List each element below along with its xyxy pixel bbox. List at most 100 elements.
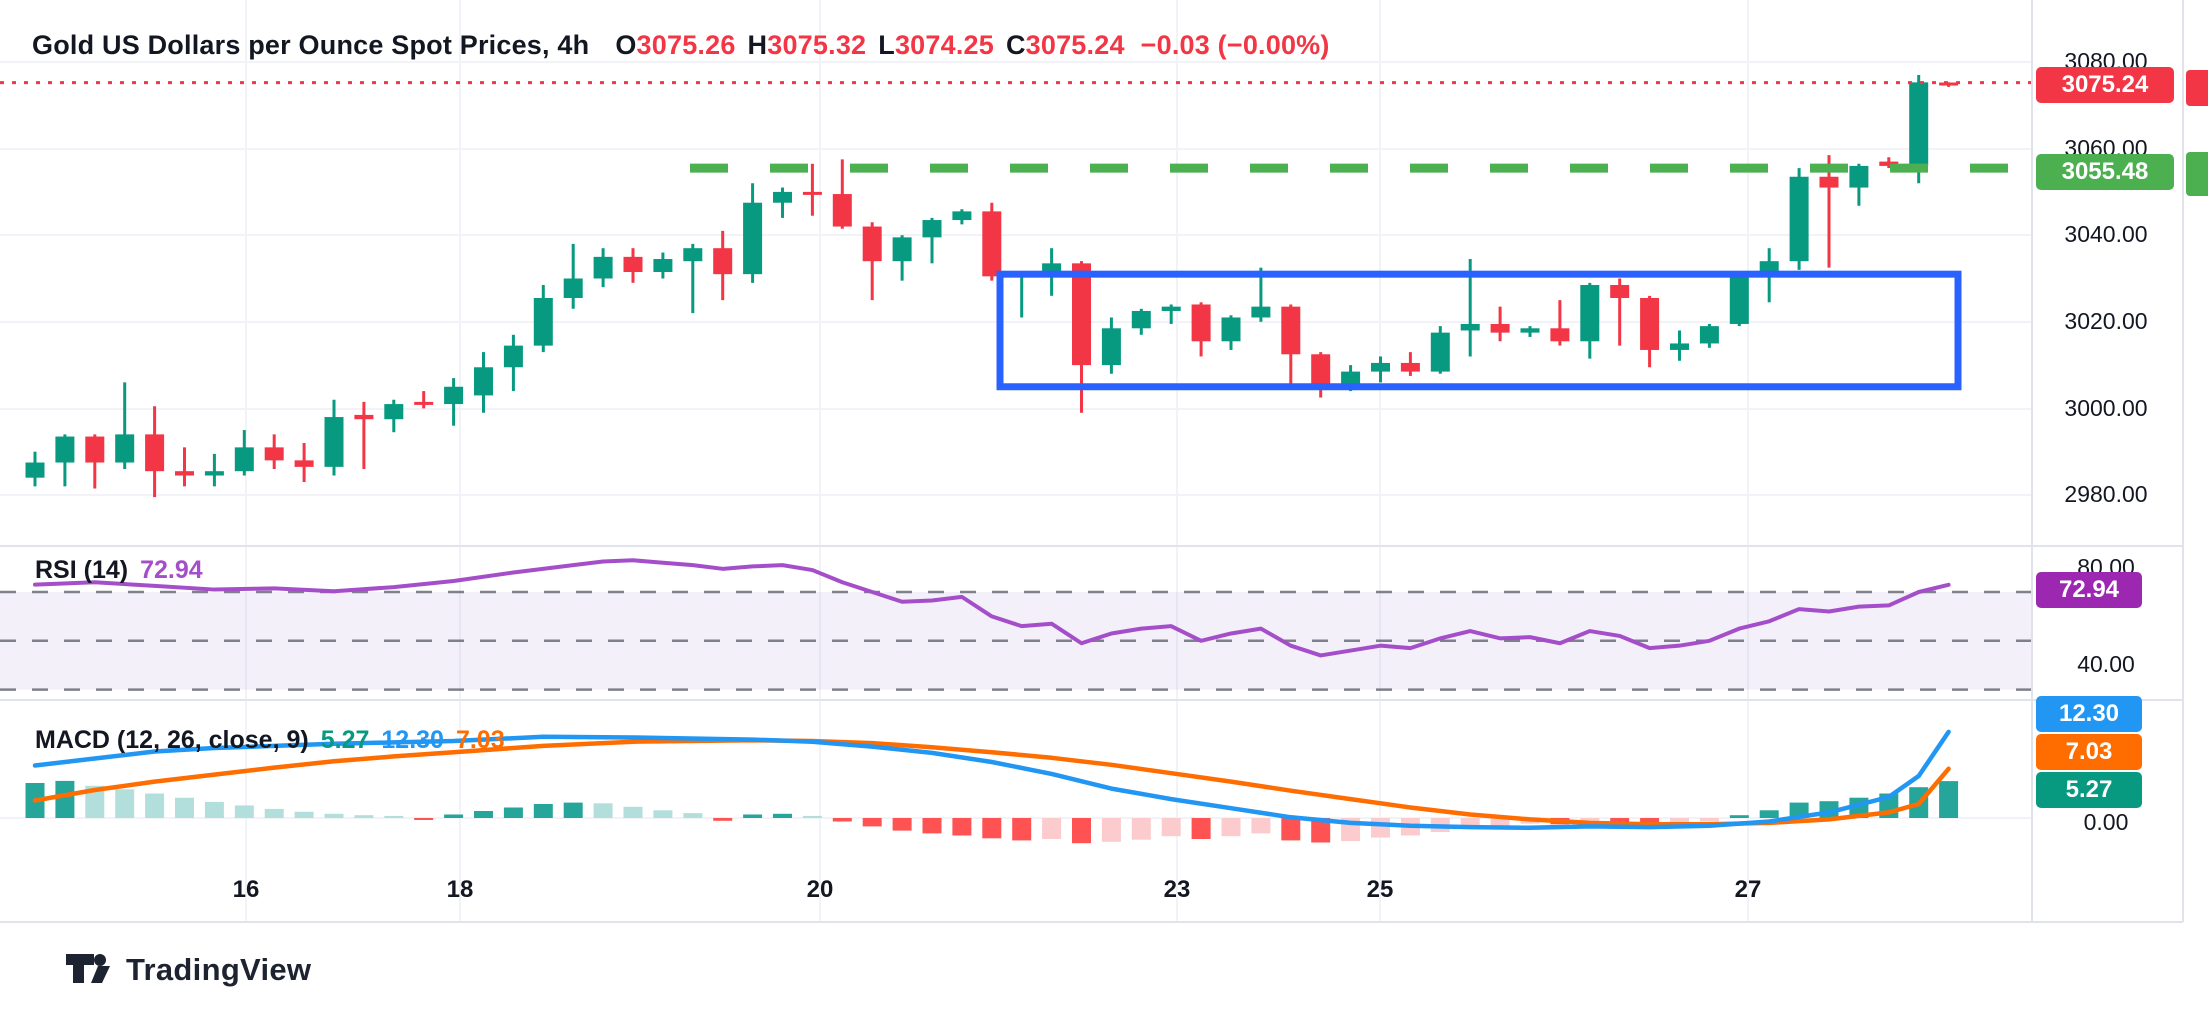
candle-body [503,345,523,368]
macd-histogram-bar [982,818,1002,839]
macd-value-badge: 12.30 [2036,696,2142,732]
ohlc-field-label: O [615,30,637,60]
macd-histogram-bar [1460,818,1480,828]
candle-body [982,211,1002,277]
candle-body [1430,332,1450,372]
macd-histogram-bar [802,815,822,818]
macd-name: MACD (12, 26, close, 9) [35,726,309,754]
macd-histogram-bar [1221,818,1241,837]
macd-value-badge: 5.27 [2036,772,2142,808]
candle-body [1550,328,1570,342]
rsi-indicator-label[interactable]: RSI (14) 72.94 [35,556,203,585]
macd-histogram-bar [713,818,733,821]
candle-body [474,367,493,396]
rsi-band-fill [0,592,2032,690]
candle-body [1221,317,1241,342]
macd-histogram-bar [862,818,882,827]
candle-body [324,417,344,467]
macd-histogram-bar [204,801,224,818]
time-axis-label: 25 [1366,876,1394,903]
candle-body [1131,310,1151,329]
macd-histogram-bar [683,813,703,818]
macd-histogram-bar [832,818,852,822]
candle-body [1580,284,1600,342]
price-axis-label: 3040.00 [2064,221,2148,247]
macd-histogram-bar [1610,818,1630,822]
candle-body [1161,306,1181,311]
candle-body [115,434,135,463]
macd-histogram-bar [773,813,792,818]
price-badge: 3075.24 [2036,67,2174,103]
candle-body [1640,297,1660,350]
candle-body [1460,323,1480,331]
candle-body [563,278,583,298]
candle-body [1371,362,1390,372]
macd-histogram-bar [1729,815,1749,818]
candle-body [1311,354,1331,385]
candle-body [1670,343,1689,350]
macd-histogram-bar [354,815,374,818]
ohlc-readout: O3075.26 H3075.32 L3074.25 C3075.24 [603,30,1124,60]
macd-histogram-bar [85,785,105,818]
edge-badge-sliver [2186,70,2208,106]
macd-histogram-bar [1371,818,1390,838]
macd-histogram-bar [1490,818,1510,826]
candle-body [384,404,404,420]
price-axis-label: 2980.00 [2064,481,2148,507]
macd-histogram-bar [1072,818,1091,844]
macd-histogram-bar [1759,810,1779,818]
candle-body [862,226,882,262]
macd-histogram-bar [1251,818,1271,834]
macd-histogram-bar [1042,818,1062,839]
candle-body [1849,165,1869,188]
candle-body [892,237,912,262]
tradingview-watermark[interactable]: TradingView [64,952,311,988]
macd-histogram-bar [1191,818,1211,839]
candle-body [1251,306,1271,318]
candle-body [1281,306,1301,355]
macd-values: 5.27 12.30 7.03 [309,726,505,754]
rsi-value-badge: 72.94 [2036,572,2142,608]
macd-histogram-bar [1101,818,1121,842]
candle-body [713,248,733,275]
rsi-name: RSI (14) [35,556,129,584]
macd-histogram-bar [623,806,643,818]
ohlc-field-value: 3075.32 [767,30,867,60]
candle-body [1879,161,1899,166]
macd-histogram-bar [1131,818,1151,840]
candle-body [1341,371,1361,385]
candle-body [623,256,643,273]
candle-body [1939,82,1959,86]
candle-body [1191,304,1211,342]
ohlc-field-label: C [1005,30,1026,60]
ohlc-field-value: 3074.25 [894,30,994,60]
edge-badge-sliver [2186,152,2208,196]
candle-body [1789,176,1809,262]
ohlc-field-value: 3075.26 [636,30,736,60]
macd-histogram-bar [414,818,434,820]
candle-body [1909,82,1929,166]
macd-histogram-bar [743,814,763,818]
macd-histogram-bar [1699,818,1719,822]
price-axis-label: 0.00 [2083,809,2129,835]
consolidation-box-drawing[interactable] [996,270,1962,391]
candle-body [264,447,284,461]
watermark-text: TradingView [126,952,312,987]
time-axis-label: 18 [446,876,474,903]
macd-label-value: 7.03 [455,726,505,754]
price-axis-label: 3020.00 [2064,308,2148,334]
macd-histogram-bar [952,818,972,836]
ohlc-field-value: 3075.24 [1025,30,1125,60]
price-change: −0.03 (−0.00%) [1140,30,1330,60]
candle-body [55,436,75,463]
candle-body [593,256,613,279]
macd-histogram-bar [55,780,75,818]
candle-body [1072,263,1091,366]
macd-indicator-label[interactable]: MACD (12, 26, close, 9) 5.27 12.30 7.03 [35,726,505,755]
candle-body [922,220,942,238]
candle-body [952,211,972,221]
symbol-title-bar[interactable]: Gold US Dollars per Ounce Spot Prices, 4… [32,30,1330,61]
candle-body [653,259,673,273]
